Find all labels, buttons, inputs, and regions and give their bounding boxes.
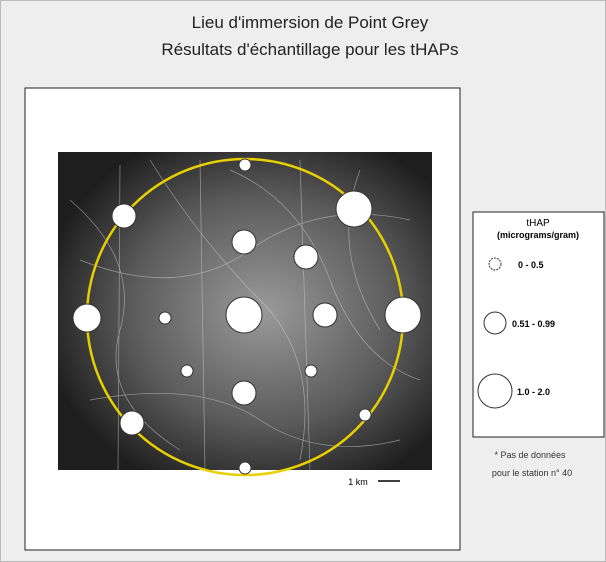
station	[359, 409, 371, 421]
station	[226, 297, 262, 333]
legend-symbol	[478, 374, 512, 408]
legend-unit: (micrograms/gram)	[497, 230, 579, 240]
page: Lieu d'immersion de Point Grey Résultats…	[0, 0, 606, 562]
station	[120, 411, 144, 435]
station	[305, 365, 317, 377]
legend-label: 1.0 - 2.0	[517, 387, 550, 397]
scale-label: 1 km	[348, 477, 368, 487]
station	[239, 462, 251, 474]
station	[232, 381, 256, 405]
station	[336, 191, 372, 227]
legend-label: 0.51 - 0.99	[512, 319, 555, 329]
note-line: pour le station n° 40	[492, 468, 572, 478]
station	[294, 245, 318, 269]
station	[181, 365, 193, 377]
note-line: * Pas de données	[494, 450, 566, 460]
figure: Lieu d'immersion de Point Grey Résultats…	[0, 0, 606, 562]
legend-title: tHAP	[526, 218, 550, 229]
legend-label: 0 - 0.5	[518, 260, 544, 270]
station	[232, 230, 256, 254]
station	[239, 159, 251, 171]
station	[159, 312, 171, 324]
station	[73, 304, 101, 332]
legend-symbol	[484, 312, 506, 334]
title: Lieu d'immersion de Point Grey	[192, 13, 429, 32]
legend-symbol	[489, 258, 501, 270]
station	[385, 297, 421, 333]
station	[112, 204, 136, 228]
subtitle: Résultats d'échantillage pour les tHAPs	[161, 40, 458, 59]
station	[313, 303, 337, 327]
